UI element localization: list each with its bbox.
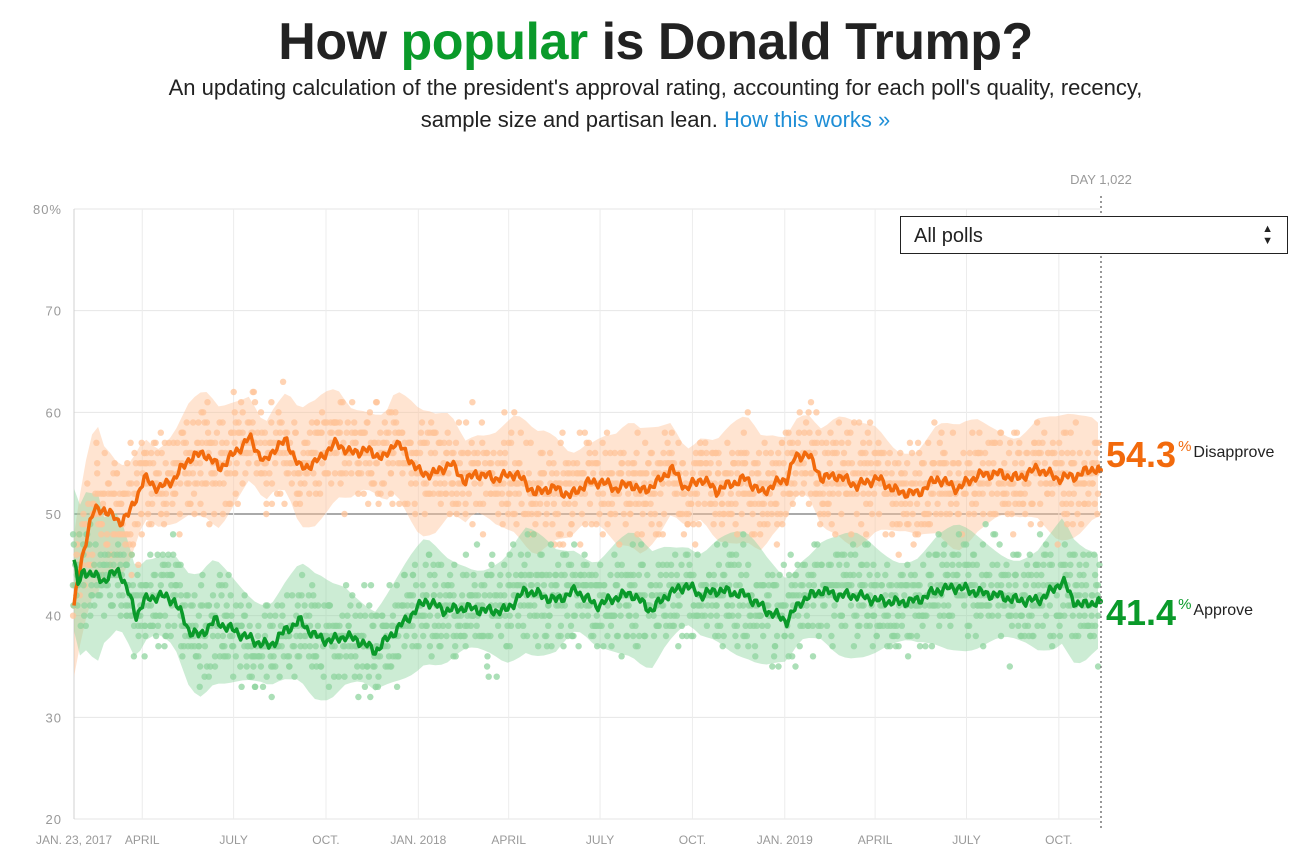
- disapprove-trend-line: [72, 432, 1101, 606]
- disapprove-value: 54.3: [1106, 434, 1177, 475]
- page-title: How popular is Donald Trump?: [278, 13, 1033, 71]
- x-tick-label: JULY: [219, 833, 247, 847]
- final-disapprove: 54.3% Disapprove: [1106, 434, 1274, 476]
- poll-filter-value: All polls: [914, 225, 983, 247]
- poll-filter-select[interactable]: All polls ▲ ▼: [900, 216, 1288, 254]
- y-tick-label: 30: [46, 710, 62, 725]
- x-tick-label: JULY: [952, 833, 980, 847]
- x-tick-label: JAN. 2019: [757, 833, 813, 847]
- y-tick-label: 60: [46, 405, 62, 420]
- x-tick-label: OCT.: [679, 833, 706, 847]
- x-tick-label: JAN. 2018: [390, 833, 446, 847]
- approve-value: 41.4: [1106, 592, 1177, 633]
- disapprove-end-point: [1097, 467, 1103, 474]
- approve-unit: %: [1178, 596, 1192, 613]
- day-label: DAY 1,022: [1070, 172, 1132, 187]
- approve-trend-line: [72, 559, 1102, 656]
- x-tick-label: JAN. 23, 2017: [36, 833, 112, 847]
- title-highlight: popular: [400, 13, 588, 71]
- y-tick-label: 40: [46, 609, 62, 624]
- x-tick-label: OCT.: [1045, 833, 1072, 847]
- approve-label: Approve: [1193, 602, 1254, 619]
- y-tick-label: 80%: [33, 202, 62, 217]
- page-subtitle: An updating calculation of the president…: [168, 75, 1143, 132]
- x-tick-label: APRIL: [858, 833, 893, 847]
- y-tick-label: 20: [46, 812, 62, 827]
- x-tick-label: APRIL: [125, 833, 160, 847]
- how-this-works-link[interactable]: How this works »: [724, 107, 891, 132]
- approve-end-point: [1097, 598, 1103, 605]
- y-tick-label: 50: [46, 507, 62, 522]
- x-tick-label: APRIL: [491, 833, 526, 847]
- x-tick-label: OCT.: [312, 833, 339, 847]
- disapprove-unit: %: [1178, 438, 1192, 455]
- x-tick-label: JULY: [586, 833, 614, 847]
- final-approve: 41.4% Approve: [1106, 592, 1253, 634]
- disapprove-label: Disapprove: [1193, 444, 1275, 461]
- select-arrows-icon: ▲ ▼: [1262, 223, 1273, 247]
- y-tick-label: 70: [46, 304, 62, 319]
